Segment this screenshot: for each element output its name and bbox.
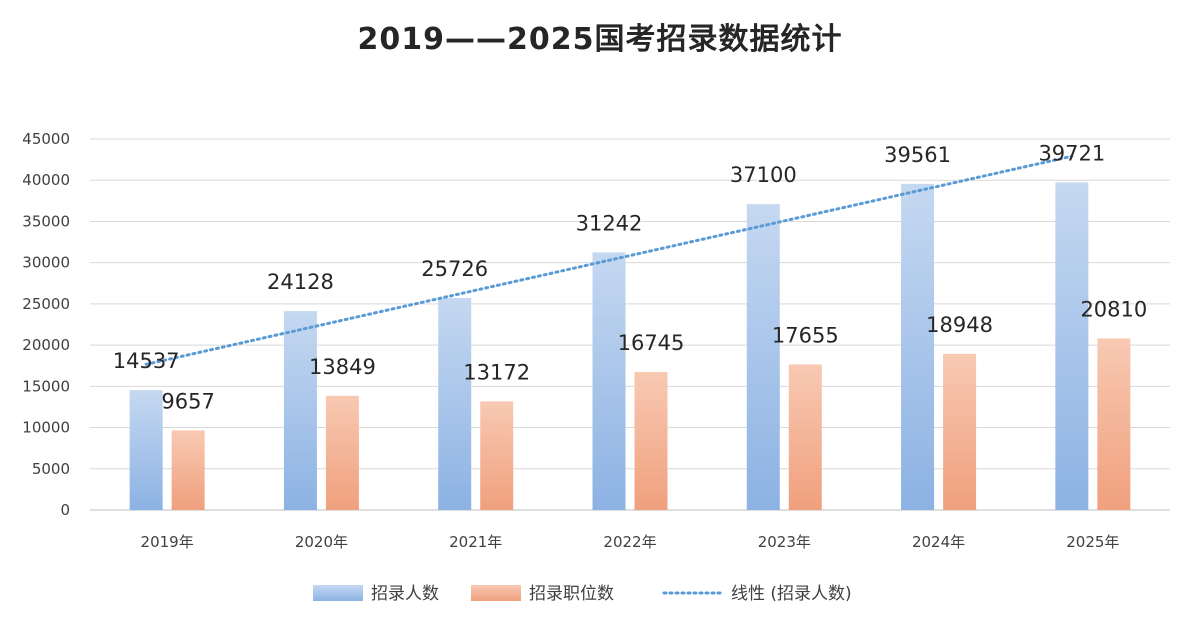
y-tick-label: 10000	[22, 419, 70, 437]
data-label: 39721	[1038, 142, 1105, 166]
data-label: 24128	[267, 270, 334, 294]
bar-recruits	[438, 297, 472, 510]
y-tick-label: 45000	[22, 130, 70, 148]
bar-positions	[480, 401, 514, 510]
data-label: 16745	[618, 331, 685, 355]
legend-label: 招录人数	[371, 584, 439, 604]
bar-positions	[171, 430, 205, 510]
y-tick-label: 20000	[22, 336, 70, 354]
bar-recruits	[746, 204, 780, 510]
bar-recruits	[129, 390, 163, 510]
y-tick-label: 40000	[22, 171, 70, 189]
legend-swatch-recruits	[313, 585, 363, 601]
y-tick-label: 15000	[22, 377, 70, 395]
x-tick-label: 2025年	[1066, 533, 1119, 551]
chart-title: 2019——2025国考招录数据统计	[357, 22, 843, 57]
bar-positions	[943, 353, 977, 510]
y-tick-label: 25000	[22, 295, 70, 313]
y-tick-label: 5000	[32, 460, 70, 478]
legend-label: 线性 (招录人数)	[731, 584, 852, 604]
data-label: 31242	[576, 211, 643, 235]
data-label: 14537	[113, 349, 180, 373]
data-label: 13849	[309, 355, 376, 379]
data-label: 25726	[421, 257, 488, 281]
bar-positions	[1097, 338, 1131, 510]
data-label: 20810	[1080, 297, 1147, 321]
data-label: 18948	[926, 313, 993, 337]
trendline	[144, 154, 1074, 366]
bar-positions	[325, 395, 359, 510]
bar-recruits	[592, 252, 626, 510]
x-tick-label: 2024年	[912, 533, 965, 551]
legend-label: 招录职位数	[529, 584, 614, 604]
data-label: 13172	[463, 360, 530, 384]
data-label: 37100	[730, 163, 797, 187]
bar-recruits	[283, 311, 317, 510]
bar-recruits	[1055, 182, 1089, 511]
y-tick-label: 30000	[22, 254, 70, 272]
data-label: 39561	[884, 143, 951, 167]
y-tick-label: 35000	[22, 212, 70, 230]
bar-positions	[788, 364, 822, 510]
data-label: 17655	[772, 323, 839, 347]
x-tick-label: 2023年	[758, 533, 811, 551]
x-tick-label: 2021年	[449, 533, 502, 551]
x-tick-label: 2022年	[603, 533, 656, 551]
data-label: 9657	[161, 389, 214, 413]
x-tick-label: 2019年	[141, 533, 194, 551]
x-tick-label: 2020年	[295, 533, 348, 551]
bar-positions	[634, 371, 668, 510]
bar-recruits	[901, 183, 935, 510]
y-tick-label: 0	[60, 501, 70, 519]
legend-swatch-positions	[471, 585, 521, 601]
